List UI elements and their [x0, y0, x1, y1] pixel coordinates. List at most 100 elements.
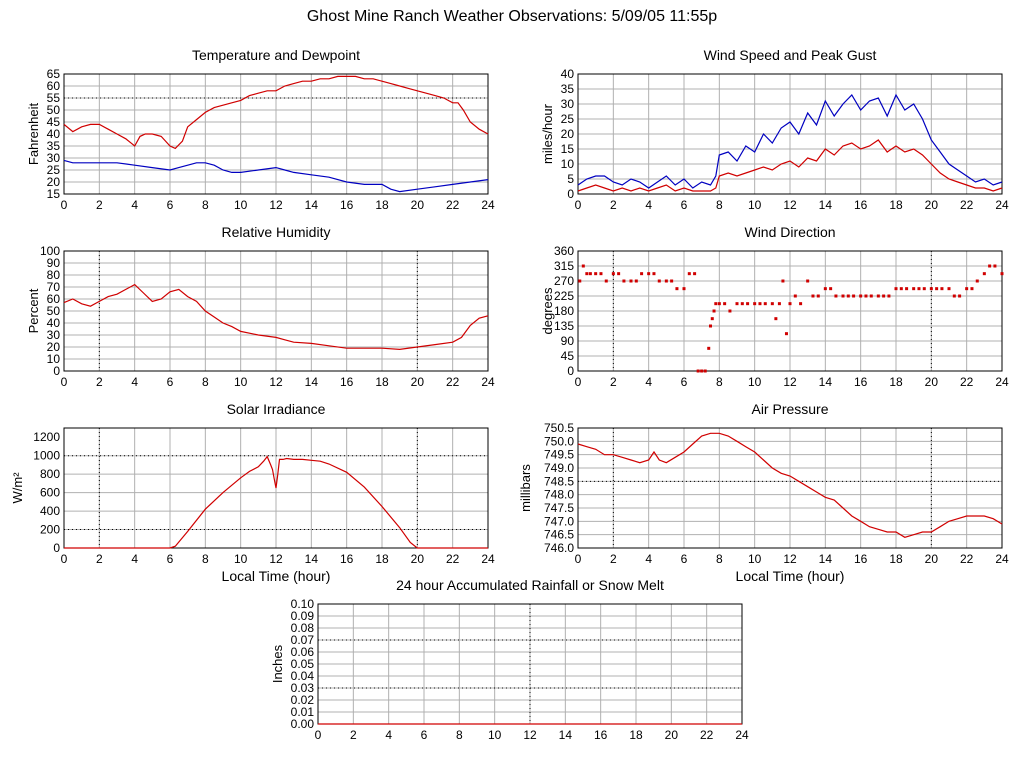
data-point: [675, 287, 679, 291]
chart-title: Temperature and Dewpoint: [192, 47, 360, 63]
x-tick-label: 6: [421, 728, 428, 742]
chart-title: 24 hour Accumulated Rainfall or Snow Mel…: [396, 577, 664, 593]
chart-title: Relative Humidity: [222, 224, 331, 240]
y-tick-label: 20: [561, 127, 575, 141]
x-tick-label: 8: [716, 375, 723, 389]
x-tick-label: 10: [234, 375, 248, 389]
x-tick-label: 12: [783, 375, 797, 389]
x-tick-label: 14: [305, 375, 319, 389]
data-point: [652, 272, 656, 276]
data-point: [781, 279, 785, 283]
y-tick-label: 0: [567, 187, 574, 201]
y-tick-label: 90: [561, 334, 575, 348]
chart-rain: 24 hour Accumulated Rainfall or Snow Mel…: [270, 577, 749, 742]
x-tick-label: 14: [305, 552, 319, 566]
y-tick-label: 15: [47, 187, 61, 201]
x-tick-label: 20: [411, 552, 425, 566]
x-tick-label: 0: [575, 198, 582, 212]
data-point: [664, 279, 668, 283]
x-tick-label: 12: [783, 552, 797, 566]
y-tick-label: 0.07: [291, 633, 315, 647]
data-point: [864, 294, 868, 298]
x-tick-label: 16: [340, 198, 354, 212]
y-tick-label: 200: [40, 523, 60, 537]
y-tick-label: 0.09: [291, 609, 315, 623]
data-point: [710, 317, 714, 321]
x-tick-label: 22: [960, 375, 974, 389]
data-point: [746, 302, 750, 306]
x-tick-label: 24: [995, 552, 1009, 566]
data-point: [687, 272, 691, 276]
y-tick-label: 100: [40, 244, 60, 258]
x-tick-label: 16: [854, 552, 868, 566]
x-tick-label: 0: [575, 552, 582, 566]
x-tick-label: 6: [167, 552, 174, 566]
data-point: [696, 369, 700, 373]
data-point: [905, 287, 909, 291]
data-point: [799, 302, 803, 306]
x-tick-label: 8: [716, 198, 723, 212]
x-tick-label: 10: [234, 552, 248, 566]
x-tick-label: 24: [995, 198, 1009, 212]
x-tick-label: 0: [61, 552, 68, 566]
y-tick-label: 70: [47, 280, 61, 294]
y-tick-label: 0: [53, 541, 60, 555]
x-tick-label: 12: [269, 552, 283, 566]
data-point: [604, 279, 608, 283]
x-tick-label: 18: [889, 198, 903, 212]
x-tick-label: 4: [131, 375, 138, 389]
x-tick-label: 24: [735, 728, 749, 742]
x-tick-label: 12: [523, 728, 537, 742]
plot-frame: [577, 73, 1003, 195]
data-point: [894, 287, 898, 291]
data-point: [774, 317, 778, 321]
x-tick-label: 24: [481, 198, 495, 212]
y-tick-label: 746.0: [544, 541, 574, 555]
data-point: [947, 287, 951, 291]
x-tick-label: 2: [350, 728, 357, 742]
x-tick-label: 14: [819, 552, 833, 566]
data-point: [723, 302, 727, 306]
data-point: [1000, 272, 1004, 276]
data-point: [714, 302, 718, 306]
data-point: [712, 309, 716, 313]
y-tick-label: 25: [47, 163, 61, 177]
y-tick-label: 20: [47, 340, 61, 354]
data-point: [912, 287, 916, 291]
x-tick-label: 16: [340, 552, 354, 566]
data-point: [700, 369, 704, 373]
data-point: [806, 279, 810, 283]
x-tick-label: 2: [96, 375, 103, 389]
x-tick-label: 8: [456, 728, 463, 742]
data-point: [634, 279, 638, 283]
x-tick-label: 22: [446, 375, 460, 389]
y-tick-label: 749.0: [544, 461, 574, 475]
data-point: [834, 294, 838, 298]
x-tick-label: 20: [665, 728, 679, 742]
data-point: [770, 302, 774, 306]
y-tick-label: 80: [47, 268, 61, 282]
y-tick-label: 50: [47, 103, 61, 117]
series-line: [63, 283, 489, 351]
x-axis-label: Local Time (hour): [736, 568, 845, 584]
y-tick-label: 40: [47, 127, 61, 141]
x-tick-label: 20: [925, 375, 939, 389]
y-tick-label: 225: [554, 289, 574, 303]
data-point: [777, 302, 781, 306]
y-tick-label: 0.03: [291, 681, 315, 695]
data-point: [869, 294, 873, 298]
data-point: [882, 294, 886, 298]
x-tick-label: 0: [61, 198, 68, 212]
y-tick-label: 0.02: [291, 693, 315, 707]
data-point: [846, 294, 850, 298]
x-tick-label: 4: [131, 552, 138, 566]
y-tick-label: 135: [554, 319, 574, 333]
y-tick-label: 5: [567, 172, 574, 186]
data-point: [852, 294, 856, 298]
x-tick-label: 4: [645, 375, 652, 389]
x-tick-label: 2: [96, 198, 103, 212]
x-tick-label: 10: [234, 198, 248, 212]
